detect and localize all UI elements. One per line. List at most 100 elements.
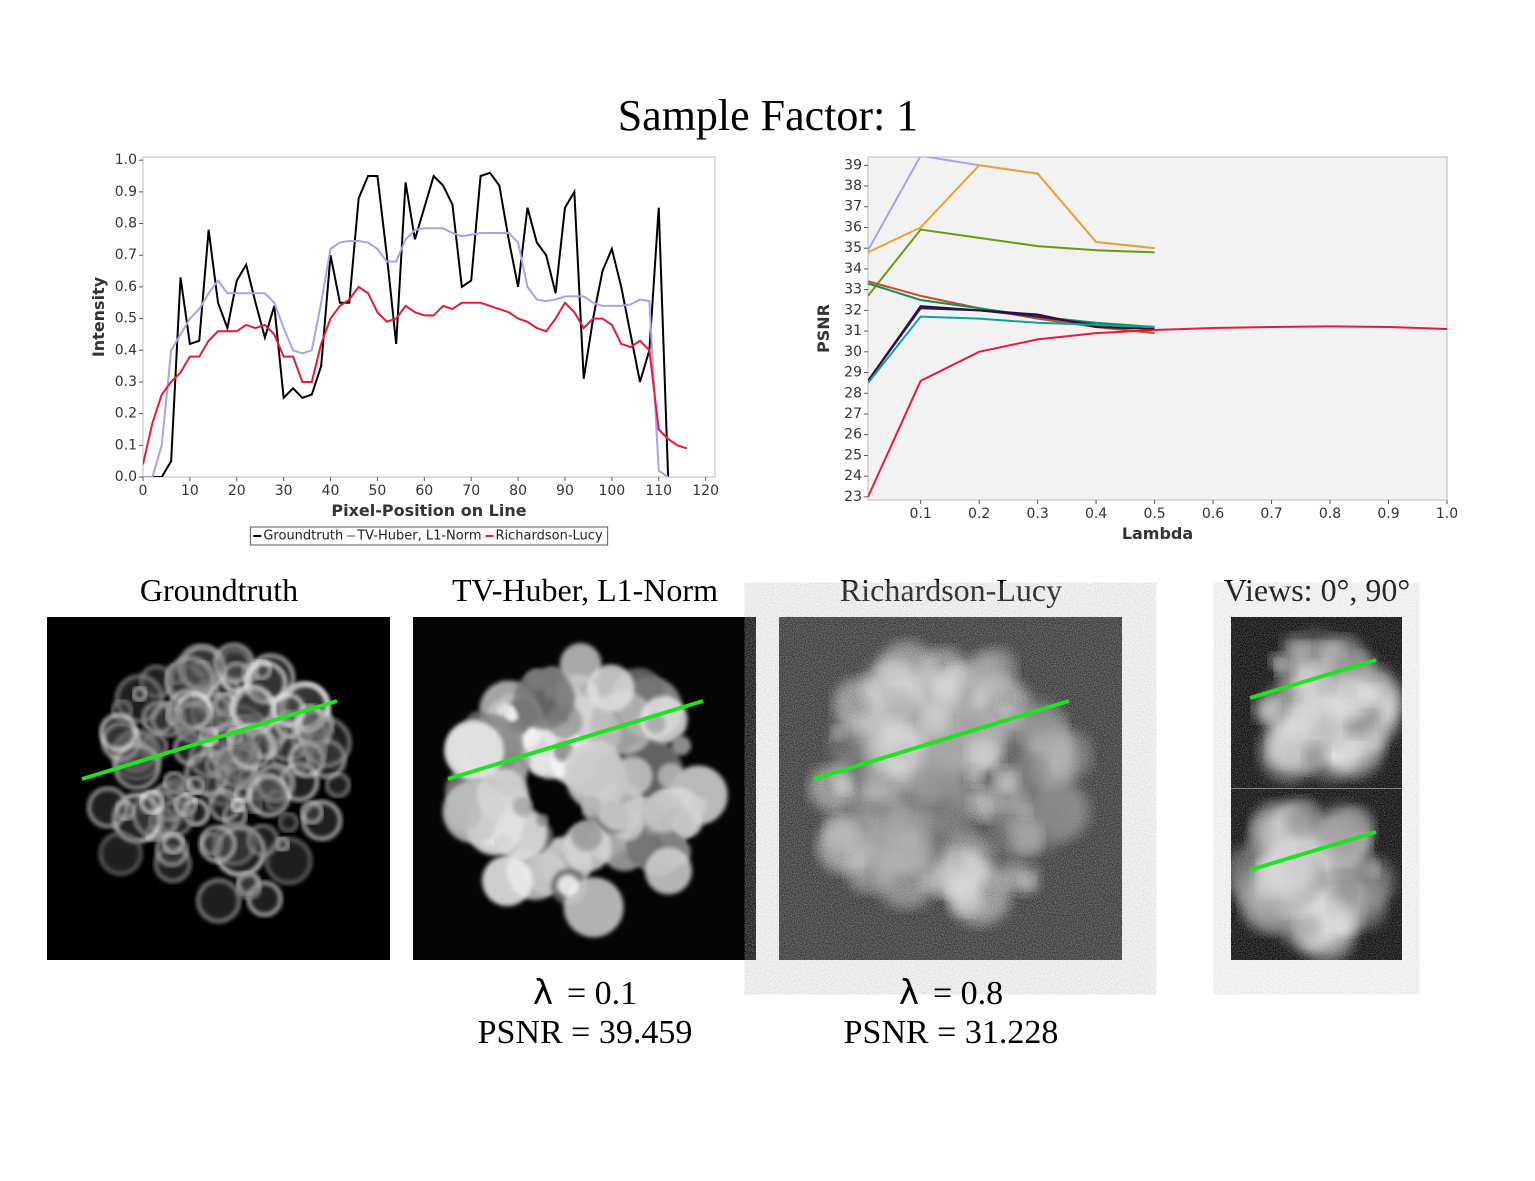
series-line	[143, 171, 670, 477]
blob	[482, 855, 533, 906]
y-tick-label: 36	[844, 219, 862, 235]
x-tick-label: 0.8	[1319, 506, 1341, 522]
blob	[999, 692, 1013, 706]
x-tick-label: 100	[598, 483, 625, 499]
ring	[301, 717, 352, 768]
blob	[587, 664, 635, 712]
x-tick-label: 40	[322, 483, 340, 499]
image-texture	[808, 641, 1093, 926]
blob	[1284, 802, 1319, 837]
y-tick-label: 33	[844, 282, 862, 298]
x-tick-label: 0.7	[1260, 506, 1282, 522]
x-tick-label: 120	[692, 483, 719, 499]
blob	[886, 687, 916, 716]
legend-label: TV-Huber, L1-Norm	[356, 529, 481, 544]
blob	[559, 643, 602, 685]
x-axis-label: Pixel-Position on Line	[331, 501, 526, 520]
legend-label: Groundtruth	[263, 529, 343, 544]
profile-line	[81, 699, 338, 781]
x-tick-label: 0.4	[1085, 506, 1107, 522]
ring	[98, 831, 143, 876]
blob	[536, 813, 549, 827]
y-tick-label: 0.9	[115, 184, 137, 200]
series-line	[868, 228, 1155, 297]
psnr-caption: PSNR = 39.459	[478, 1014, 693, 1051]
panel-title: TV-Huber, L1-Norm	[452, 572, 718, 608]
blob	[446, 795, 482, 831]
panel-title: Richardson-Lucy	[840, 572, 1062, 608]
y-tick-label: 37	[844, 199, 862, 215]
blob	[671, 735, 692, 756]
ring	[300, 800, 324, 825]
blob	[1018, 872, 1036, 890]
blob	[948, 864, 1011, 926]
blob	[1280, 633, 1309, 662]
image-texture	[87, 643, 352, 923]
x-tick-label: 80	[509, 483, 527, 499]
y-tick-label: 38	[844, 178, 862, 194]
ring	[87, 786, 129, 829]
y-tick-label: 24	[844, 468, 862, 484]
blob	[1275, 663, 1298, 686]
figure-title: Sample Factor: 1	[618, 91, 919, 140]
image-texture	[1252, 627, 1402, 783]
lambda-value: = 0.8	[933, 975, 1003, 1012]
lambda-value: = 0.1	[567, 975, 637, 1012]
blob	[1262, 682, 1322, 741]
x-tick-label: 0.3	[1026, 506, 1048, 522]
x-tick-label: 0.2	[968, 506, 990, 522]
ring	[230, 797, 246, 813]
image-texture	[1231, 797, 1396, 960]
y-tick-label: 0.1	[115, 437, 137, 453]
ring	[265, 837, 313, 885]
blob	[958, 654, 1007, 703]
y-tick-label: 25	[844, 447, 862, 463]
y-tick-label: 29	[844, 365, 862, 381]
image-panels	[47, 617, 1402, 960]
profile-line	[813, 699, 1070, 781]
ring	[246, 824, 279, 857]
blob	[557, 874, 579, 897]
y-tick-label: 34	[844, 261, 862, 277]
blob	[887, 801, 930, 844]
x-tick-label: 1.0	[1436, 506, 1458, 522]
y-tick-label: 35	[844, 240, 862, 256]
blob	[1329, 651, 1347, 669]
blob	[505, 707, 520, 722]
profile-line	[1249, 830, 1377, 872]
ring	[99, 713, 138, 752]
legend-box	[249, 526, 609, 546]
y-tick-label: 28	[844, 385, 862, 401]
x-tick-label: 0.6	[1202, 506, 1224, 522]
lambda-caption: λ = 0.8	[899, 973, 1003, 1013]
x-tick-label: 90	[556, 483, 574, 499]
y-tick-label: 27	[844, 406, 862, 422]
image-texture	[442, 643, 728, 938]
y-tick-label: 0.6	[115, 279, 137, 295]
ring	[139, 790, 164, 815]
blob	[513, 668, 575, 730]
series-line	[143, 227, 669, 477]
blob	[865, 717, 925, 777]
y-tick-label: 23	[844, 489, 862, 505]
blob	[1015, 754, 1048, 786]
blob	[994, 765, 1020, 792]
x-tick-label: 30	[275, 483, 293, 499]
y-axis-label: PSNR	[814, 304, 833, 353]
blob	[642, 790, 685, 833]
x-tick-label: 70	[462, 483, 480, 499]
ring	[173, 702, 215, 744]
y-tick-label: 0.5	[115, 311, 137, 327]
blob	[919, 705, 950, 737]
y-tick-label: 30	[844, 344, 862, 360]
x-tick-label: 50	[369, 483, 387, 499]
ring	[196, 878, 241, 923]
profile-line	[1249, 658, 1377, 700]
y-tick-label: 0.4	[115, 342, 137, 358]
blob	[581, 796, 602, 817]
x-tick-label: 0	[139, 483, 148, 499]
ring	[199, 825, 237, 863]
lambda-caption: λ = 0.1	[533, 973, 637, 1013]
blob	[1344, 683, 1357, 696]
